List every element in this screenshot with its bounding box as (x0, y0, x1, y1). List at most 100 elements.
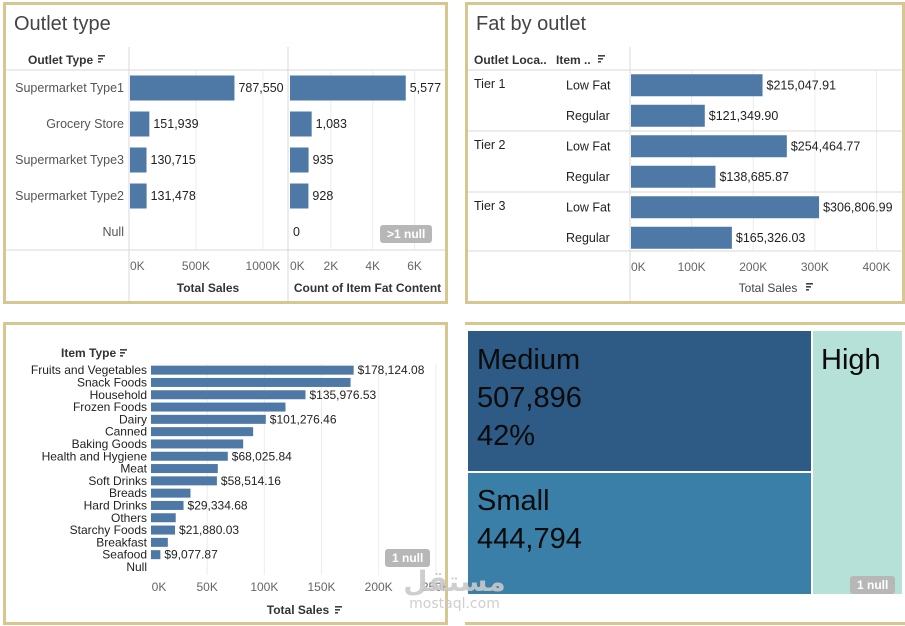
item-value-label: $9,077.87 (164, 548, 218, 562)
watermark: مستقل mostaql.com (397, 565, 512, 613)
outlet-type-chart: Outlet Type Supermarket Type1 Grocery Stor… (6, 47, 445, 301)
fat-row-label: Regular (566, 109, 610, 123)
fat-row-label: Regular (566, 170, 610, 184)
item-category-label: Breads (109, 486, 147, 500)
outlet-bar (290, 147, 309, 173)
item-bar (151, 488, 191, 498)
outlet-value-label: 787,550 (238, 81, 283, 95)
fat-bar (631, 135, 787, 158)
fat-value-label: $254,464.77 (791, 139, 861, 153)
outlet-value-label: 151,939 (153, 117, 198, 131)
outlet-value-label: 1,083 (316, 117, 347, 131)
item-category-label: Meat (120, 462, 147, 476)
treemap-cell-high[interactable]: High (812, 330, 903, 595)
fat-group-label: Tier 3 (474, 199, 506, 213)
item-tick-label: 0K (152, 580, 167, 594)
item-value-label: $58,514.16 (221, 474, 281, 488)
treemap-cell-small[interactable]: Small 444,794 (467, 472, 812, 595)
outlet-header-sort-icon (98, 55, 105, 63)
item-tick-label: 250K (422, 580, 445, 594)
treemap-medium-name: Medium (477, 344, 581, 376)
outlet-value-label: 928 (312, 189, 333, 203)
outlet-category-label: Supermarket Type1 (15, 81, 124, 95)
size-null-badge[interactable]: 1 null (850, 576, 896, 594)
item-value-label: $135,976.53 (309, 388, 376, 402)
outlet-null-badge[interactable]: >1 null (380, 225, 433, 243)
fat-group-label: Tier 1 (474, 77, 506, 91)
outlet-bar (290, 75, 406, 101)
outlet-value-label: 935 (313, 153, 334, 167)
fat-tick-label: 400K (862, 260, 890, 274)
outlet-bar (130, 147, 147, 173)
item-category-label: Breakfast (96, 535, 147, 549)
item-value-label: $178,124.08 (358, 363, 425, 377)
outlet-category-label: Supermarket Type3 (15, 153, 124, 167)
fat-group-label: Tier 2 (474, 138, 506, 152)
outlet-bar (130, 75, 235, 101)
fat-bar (631, 74, 763, 97)
fat-tick-label: 300K (801, 260, 829, 274)
fat-bar (631, 196, 820, 219)
outlet-tick-label: 6K (407, 259, 422, 273)
outlet-type-header: Outlet Type (28, 53, 93, 67)
item-bar (151, 414, 266, 424)
item-bar (151, 427, 254, 437)
item-bar (151, 464, 218, 474)
fat-value-label: $215,047.91 (767, 78, 837, 92)
item-category-label: Health and Hygiene (42, 449, 148, 463)
outlet-category-label: Supermarket Type2 (15, 189, 124, 203)
item-bar (151, 550, 161, 560)
item-bar (151, 451, 228, 461)
item-header-sort-icon (120, 349, 127, 357)
fat-value-label: $306,806.99 (823, 200, 893, 214)
item-bar (151, 513, 176, 523)
outlet-type-panel: Outlet type Outlet Type Supermarket Type1… (3, 2, 448, 304)
item-value-label: $21,880.03 (179, 523, 239, 537)
item-value-label: $29,334.68 (188, 498, 248, 512)
outlet-category-label: Null (102, 225, 124, 239)
item-type-chart: Item Type 0K 50K 100K 150K 200K 250K Total Sale… (31, 346, 445, 617)
watermark-arabic: مستقل (403, 565, 506, 598)
treemap-medium-share: 42% (477, 420, 536, 452)
item-category-label: Starchy Foods (70, 523, 147, 537)
fat-bar (631, 165, 716, 188)
treemap-small-name: Small (477, 485, 550, 517)
fat-value-label: $165,326.03 (736, 231, 806, 245)
treemap-high-name: High (821, 344, 881, 376)
outlet-tick-label: 0K (290, 259, 305, 273)
outlet-value-label: 5,577 (410, 81, 441, 95)
item-null-badge[interactable]: 1 null (385, 549, 431, 567)
fat-value-label: $138,685.87 (719, 170, 789, 184)
item-category-label: Snack Foods (77, 375, 147, 389)
item-axis-sort-icon (335, 606, 342, 614)
outlet-value-label: 130,715 (151, 153, 196, 167)
item-category-label: Hard Drinks (84, 498, 147, 512)
item-bar (151, 377, 351, 387)
item-type-panel: Item Type 0K 50K 100K 150K 200K 250K Total Sale… (3, 322, 448, 625)
outlet-axis-title: Count of Item Fat Content (294, 281, 441, 295)
outlet-tick-label: 0K (130, 259, 145, 273)
item-tick-label: 50K (196, 580, 217, 594)
item-category-label: Null (126, 560, 147, 574)
treemap-cell-medium[interactable]: Medium 507,896 42% (467, 330, 812, 472)
outlet-tick-label: 4K (365, 259, 380, 273)
outlet-value-label: 131,478 (151, 189, 196, 203)
outlet-category-label: Grocery Store (46, 117, 124, 131)
outlet-bar (290, 111, 312, 137)
item-category-label: Frozen Foods (73, 400, 147, 414)
item-bar (151, 537, 168, 547)
fat-row-label: Low Fat (566, 139, 611, 153)
item-category-label: Others (111, 511, 147, 525)
fat-bar (631, 226, 732, 249)
outlet-tick-label: 500K (182, 259, 210, 273)
outlet-tick-label: 1000K (246, 259, 281, 273)
outlet-type-title: Outlet type (14, 13, 111, 35)
outlet-bar (290, 183, 309, 209)
fat-row-label: Regular (566, 231, 610, 245)
item-category-label: Baking Goods (72, 437, 147, 451)
outlet-axis-title: Total Sales (177, 281, 240, 295)
fat-axis-sort-icon (806, 283, 813, 291)
outlet-size-panel: Medium 507,896 42% Small 444,794 High 1 … (465, 322, 905, 625)
fat-row-label: Low Fat (566, 78, 611, 92)
outlet-bar (130, 183, 147, 209)
